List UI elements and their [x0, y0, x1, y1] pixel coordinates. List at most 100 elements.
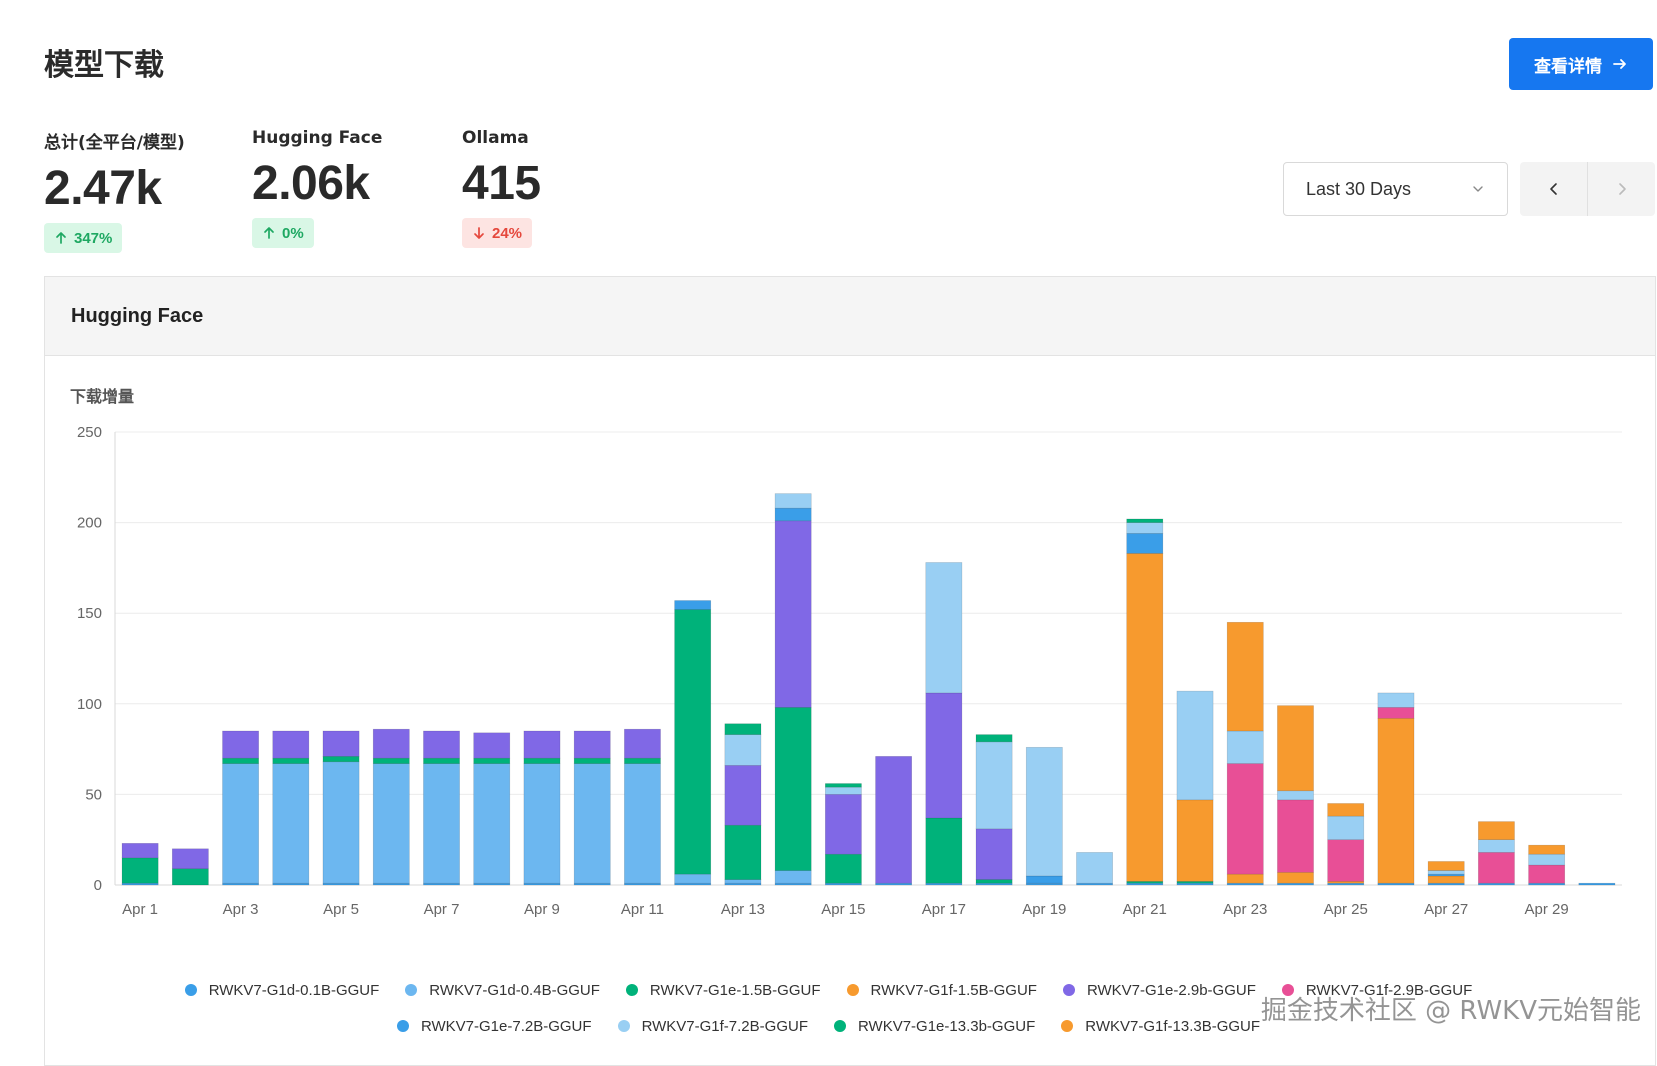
legend-label: RWKV7-G1f-2.9B-GGUF	[1305, 981, 1473, 999]
next-period-button[interactable]	[1587, 162, 1655, 216]
bar-segment	[1427, 875, 1465, 884]
arrow-up-icon	[264, 227, 274, 239]
legend-swatch	[405, 984, 418, 996]
bar-segment	[1126, 533, 1164, 554]
stat-hugging-face: Hugging Face 2.06k 0%	[252, 128, 382, 248]
bar-segment	[1076, 852, 1113, 884]
legend-swatch	[184, 984, 197, 996]
legend-item[interactable]: RWKV7-G1f-2.9B-GGUF	[1281, 981, 1473, 999]
x-tick-label: Apr 15	[821, 901, 865, 918]
bar-segment	[1176, 690, 1214, 801]
bar-segment	[724, 723, 762, 735]
bar-segment	[121, 857, 159, 884]
legend-item[interactable]: RWKV7-G1f-1.5B-GGUF	[846, 982, 1037, 999]
bar-segment	[724, 879, 762, 884]
x-tick-label: Apr 25	[1324, 901, 1368, 918]
bar-segment	[1126, 553, 1164, 882]
bar-segment	[523, 757, 561, 764]
bar-segment	[222, 730, 259, 759]
bar-segment	[1478, 839, 1515, 853]
x-tick-label: Apr 5	[323, 901, 359, 918]
x-tick-label: Apr 21	[1123, 901, 1167, 918]
x-tick-label: Apr 29	[1525, 901, 1569, 918]
legend-item[interactable]: RWKV7-G1e-13.3b-GGUF	[833, 1018, 1035, 1035]
bar-segment	[372, 728, 410, 759]
change-badge: 24%	[462, 218, 533, 248]
hugging-face-card: Hugging Face	[44, 276, 1656, 1066]
chevron-right-icon	[1618, 183, 1626, 195]
bar-segment	[824, 794, 862, 855]
legend-row: RWKV7-G1d-0.1B-GGUF RWKV7-G1d-0.4B-GGUF RW…	[0, 972, 1657, 1008]
bar-segment	[423, 763, 460, 884]
bar-segment	[1126, 522, 1164, 534]
bar-segment	[925, 817, 963, 884]
legend-swatch	[833, 1020, 846, 1032]
x-tick-label: Apr 9	[524, 901, 560, 918]
bar-segment	[1327, 839, 1365, 882]
previous-period-button[interactable]	[1520, 162, 1587, 216]
legend-item[interactable]: RWKV7-G1e-1.5B-GGUF	[625, 982, 821, 999]
bar-segment	[473, 732, 511, 759]
x-tick-label: Apr 7	[424, 901, 460, 918]
bar-segment	[1528, 853, 1566, 866]
bar-segment	[1277, 705, 1314, 792]
bar-segment	[573, 730, 611, 759]
legend-swatch	[1061, 1020, 1074, 1032]
legend-label: RWKV7-G1e-7.2B-GGUF	[420, 1017, 592, 1035]
page-title: 模型下载	[44, 48, 164, 83]
bar-segment	[1126, 518, 1164, 523]
x-tick-label: Apr 27	[1424, 901, 1468, 918]
legend-item[interactable]: RWKV7-G1d-0.4B-GGUF	[405, 982, 600, 999]
bar-segment	[925, 692, 963, 819]
legend-item[interactable]: RWKV7-G1e-7.2B-GGUF	[396, 1017, 592, 1035]
arrow-up-icon	[56, 232, 66, 244]
view-details-button[interactable]: 查看详情	[1509, 38, 1653, 90]
bar-segment	[573, 763, 611, 884]
legend-item[interactable]: RWKV7-G1f-13.3B-GGUF	[1061, 1018, 1260, 1035]
card-title: Hugging Face	[45, 277, 1655, 356]
bar-segment	[1025, 875, 1063, 884]
bar-segment	[1327, 815, 1365, 840]
bar-segment	[1578, 882, 1616, 886]
change-badge: 347%	[44, 223, 123, 253]
y-tick-label: 150	[77, 605, 102, 622]
x-tick-label: Apr 23	[1223, 901, 1267, 918]
legend-item[interactable]: RWKV7-G1f-7.2B-GGUF	[617, 1018, 808, 1035]
bar-segment	[272, 763, 310, 884]
stat-value: 2.47k	[44, 162, 162, 215]
change-value: 0%	[282, 224, 304, 242]
bar-segment	[171, 868, 209, 886]
bar-segment	[674, 600, 712, 610]
stat-label: 总计(全平台/模型)	[44, 133, 185, 153]
legend-swatch	[396, 1020, 409, 1032]
bar-segment	[1176, 799, 1214, 882]
legend-label: RWKV7-G1e-2.9b-GGUF	[1086, 981, 1256, 999]
legend-item[interactable]: RWKV7-G1d-0.1B-GGUF	[184, 982, 379, 999]
bar-segment	[523, 730, 561, 759]
watermark: 掘金技术社区 @ RWKV元始智能	[1260, 996, 1641, 1026]
bar-segment	[1226, 763, 1264, 875]
y-tick-label: 50	[85, 786, 102, 803]
bar-segment	[1478, 821, 1515, 841]
bar-segment	[875, 756, 913, 884]
date-range-select[interactable]: Last 30 Days	[1283, 162, 1508, 216]
bar-segment	[1277, 790, 1314, 801]
bar-segment	[272, 730, 310, 759]
bar-segment	[121, 843, 159, 859]
legend-item[interactable]: RWKV7-G1e-2.9b-GGUF	[1062, 981, 1256, 999]
bar-segment	[1277, 872, 1314, 884]
bar-segment	[573, 757, 611, 764]
y-tick-label: 0	[94, 877, 102, 894]
bar-segment	[1226, 730, 1264, 764]
stat-total: 总计(全平台/模型) 2.47k 347%	[44, 128, 185, 253]
bar-segment	[1427, 870, 1465, 875]
bar-segment	[975, 741, 1013, 830]
legend-swatch	[625, 984, 638, 996]
bar-segment	[724, 765, 762, 826]
legend-label: RWKV7-G1f-13.3B-GGUF	[1085, 1017, 1261, 1035]
bar-segment	[473, 757, 511, 764]
bar-segment	[322, 730, 360, 757]
bar-segment	[423, 757, 460, 764]
change-badge: 0%	[252, 218, 314, 248]
stat-ollama: Ollama 415 24%	[462, 128, 541, 248]
